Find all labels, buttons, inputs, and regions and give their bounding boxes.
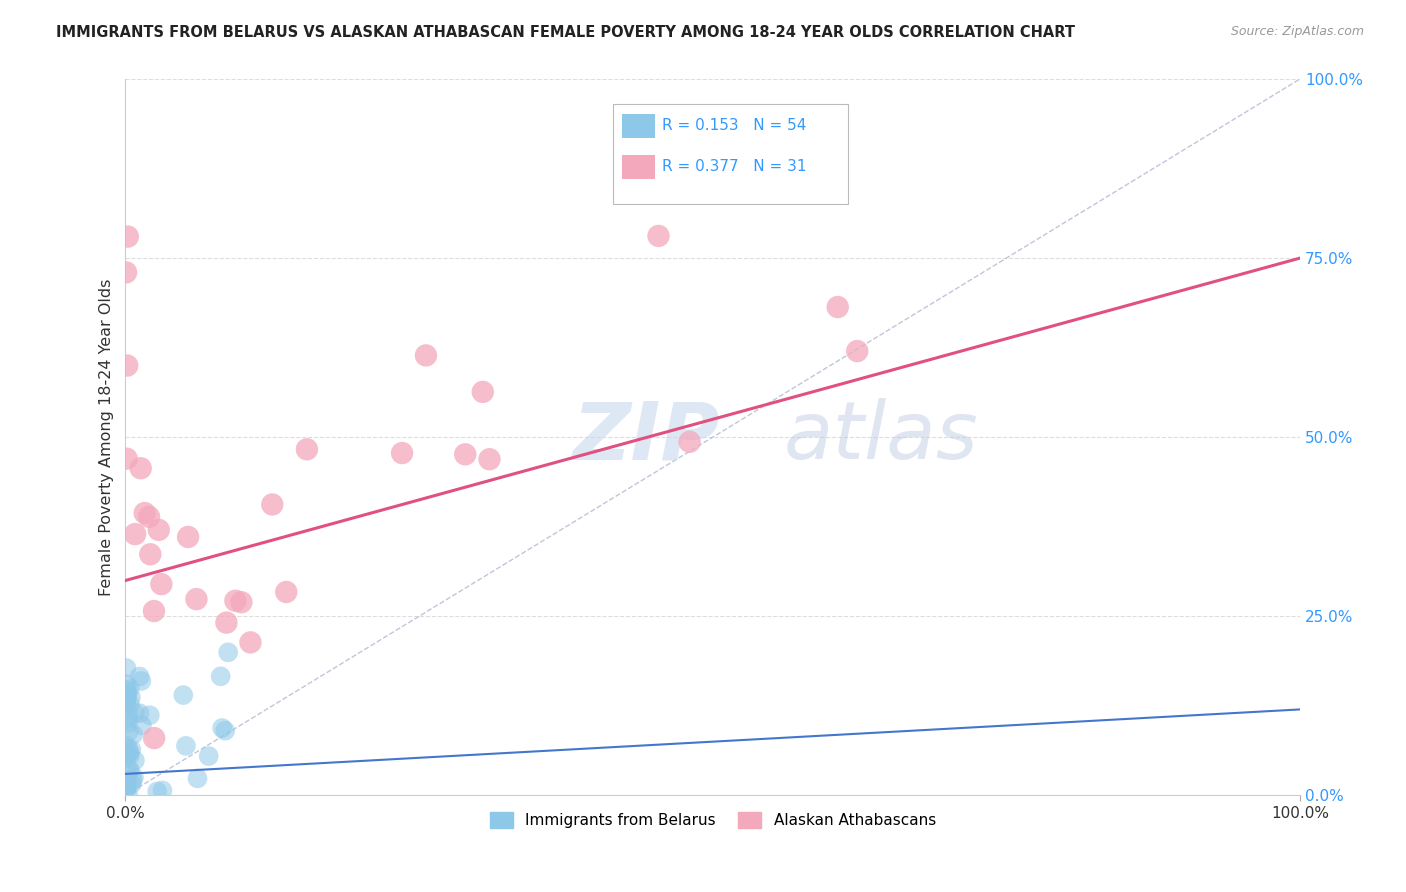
Point <box>231 595 253 609</box>
Point <box>118 724 141 739</box>
Point <box>148 523 170 537</box>
Point <box>118 746 141 760</box>
Point <box>134 506 156 520</box>
Point <box>129 461 152 475</box>
Point <box>678 434 700 449</box>
Point <box>124 527 146 541</box>
Point <box>115 697 138 711</box>
Text: atlas: atlas <box>783 398 979 476</box>
Point <box>131 718 153 732</box>
Point <box>115 265 138 279</box>
Point <box>118 681 141 696</box>
Point <box>115 689 138 703</box>
Point <box>115 661 138 675</box>
Point <box>115 694 138 708</box>
Point <box>276 585 298 599</box>
Point <box>121 773 143 788</box>
Point <box>131 673 153 688</box>
FancyBboxPatch shape <box>613 104 848 204</box>
Point <box>115 779 138 793</box>
Text: R = 0.377   N = 31: R = 0.377 N = 31 <box>662 159 807 174</box>
Point <box>117 716 139 731</box>
Point <box>117 711 139 725</box>
Y-axis label: Female Poverty Among 18-24 Year Olds: Female Poverty Among 18-24 Year Olds <box>100 278 114 596</box>
Point <box>122 727 145 741</box>
Point <box>115 685 138 699</box>
Point <box>115 689 138 703</box>
Point <box>139 547 162 561</box>
Point <box>142 604 165 618</box>
Point <box>122 770 145 784</box>
Point <box>120 742 142 756</box>
Point <box>262 498 284 512</box>
Point <box>120 690 142 705</box>
Point <box>124 706 146 720</box>
Point <box>146 784 169 798</box>
Text: ZIP: ZIP <box>572 398 720 476</box>
Point <box>115 683 138 698</box>
Point <box>117 229 139 244</box>
Point <box>115 451 138 466</box>
Point <box>478 452 501 467</box>
Point <box>117 742 139 756</box>
Point <box>150 577 173 591</box>
Point <box>186 592 208 607</box>
Point <box>471 384 494 399</box>
Point <box>197 749 219 764</box>
FancyBboxPatch shape <box>623 114 655 138</box>
Point <box>115 772 138 787</box>
Point <box>174 739 197 753</box>
Text: IMMIGRANTS FROM BELARUS VS ALASKAN ATHABASCAN FEMALE POVERTY AMONG 18-24 YEAR OL: IMMIGRANTS FROM BELARUS VS ALASKAN ATHAB… <box>56 25 1076 40</box>
Point <box>115 782 138 797</box>
Point <box>117 788 139 802</box>
Point <box>415 348 437 362</box>
Point <box>124 753 146 767</box>
Point <box>846 344 869 359</box>
Point <box>115 747 138 761</box>
FancyBboxPatch shape <box>623 155 655 179</box>
Point <box>215 615 238 630</box>
Point <box>224 593 246 607</box>
Text: Source: ZipAtlas.com: Source: ZipAtlas.com <box>1230 25 1364 38</box>
Legend: Immigrants from Belarus, Alaskan Athabascans: Immigrants from Belarus, Alaskan Athabas… <box>484 806 942 834</box>
Point <box>115 677 138 691</box>
Point <box>114 780 136 795</box>
Point <box>214 723 236 738</box>
Point <box>827 300 849 314</box>
Point <box>217 645 239 659</box>
Point <box>114 694 136 708</box>
Point <box>118 763 141 777</box>
Point <box>117 779 139 793</box>
Point <box>172 688 194 702</box>
Point <box>114 739 136 753</box>
Point <box>139 708 162 723</box>
Point <box>118 698 141 712</box>
Point <box>211 721 233 735</box>
Point <box>186 772 208 786</box>
Point <box>118 708 141 723</box>
Point <box>118 763 141 777</box>
Point <box>128 706 150 721</box>
Point <box>391 446 413 460</box>
Point <box>115 359 138 373</box>
Point <box>121 777 143 791</box>
Point <box>177 530 200 544</box>
Point <box>114 752 136 766</box>
Point <box>295 442 318 457</box>
Point <box>647 228 669 243</box>
Point <box>239 635 262 649</box>
Point <box>454 447 477 461</box>
Point <box>128 669 150 683</box>
Point <box>138 509 160 524</box>
Point <box>209 669 232 683</box>
Point <box>115 747 138 761</box>
Point <box>118 748 141 763</box>
Point <box>115 689 138 703</box>
Point <box>152 783 174 797</box>
Point <box>143 731 166 745</box>
Text: R = 0.153   N = 54: R = 0.153 N = 54 <box>662 118 807 133</box>
